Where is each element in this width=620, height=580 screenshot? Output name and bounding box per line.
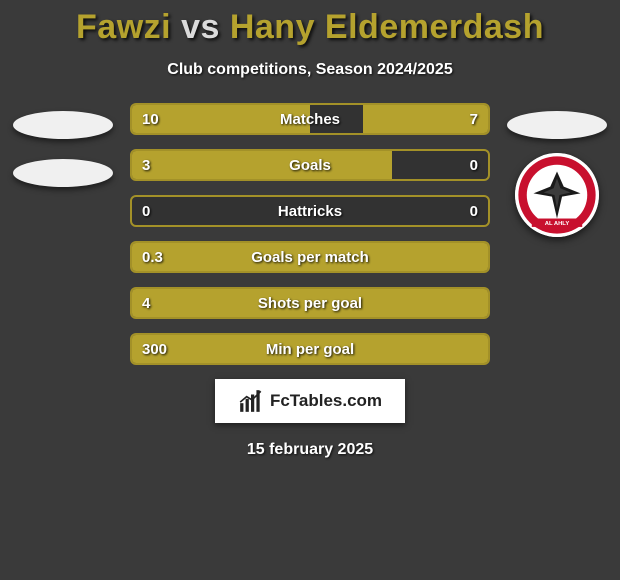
bar-fill-left <box>132 289 488 317</box>
right-avatar-column: AL AHLY <box>502 103 612 237</box>
stat-row-matches: 107Matches <box>130 103 490 135</box>
stat-row-goals: 30Goals <box>130 149 490 181</box>
bar-fill-left <box>132 105 310 133</box>
stat-row-min-per-goal: 300Min per goal <box>130 333 490 365</box>
stat-label: Hattricks <box>132 197 488 225</box>
player-a-club-placeholder <box>13 159 113 187</box>
player-a-photo-placeholder <box>13 111 113 139</box>
al-ahly-icon: AL AHLY <box>515 153 599 237</box>
bar-fill-left <box>132 151 392 179</box>
title-vs: vs <box>181 8 220 46</box>
title-player-b: Hany Eldemerdash <box>230 8 544 46</box>
bar-fill-right <box>363 105 488 133</box>
stat-value-right: 0 <box>470 197 478 225</box>
left-avatar-column <box>8 103 118 199</box>
stats-area: AL AHLY 107Matches30Goals00Hattricks0.3G… <box>0 103 620 365</box>
stat-value-right: 0 <box>470 151 478 179</box>
bar-fill-left <box>132 335 488 363</box>
player-b-photo-placeholder <box>507 111 607 139</box>
player-b-club-badge: AL AHLY <box>515 153 599 237</box>
stat-value-left: 0 <box>142 197 150 225</box>
date-line: 15 february 2025 <box>0 441 620 459</box>
stat-row-shots-per-goal: 4Shots per goal <box>130 287 490 319</box>
svg-text:AL AHLY: AL AHLY <box>545 221 570 227</box>
stat-row-hattricks: 0 0Hattricks <box>130 195 490 227</box>
subtitle: Club competitions, Season 2024/2025 <box>0 61 620 79</box>
stat-bars: 107Matches30Goals00Hattricks0.3Goals per… <box>130 103 490 365</box>
chart-icon <box>238 388 264 414</box>
page-title: Fawzi vs Hany Eldemerdash <box>0 0 620 47</box>
stat-row-goals-per-match: 0.3Goals per match <box>130 241 490 273</box>
brand-text: FcTables.com <box>270 391 382 411</box>
bar-fill-left <box>132 243 488 271</box>
brand-box: FcTables.com <box>215 379 405 423</box>
title-player-a: Fawzi <box>76 8 171 46</box>
